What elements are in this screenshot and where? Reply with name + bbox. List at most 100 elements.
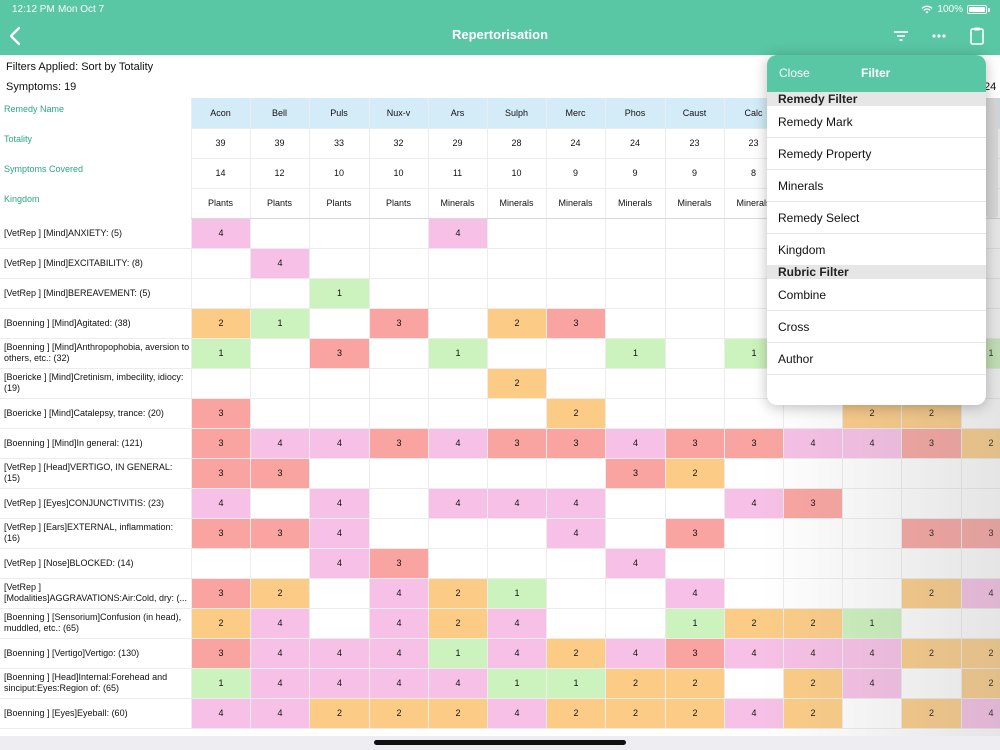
- score-cell[interactable]: 4: [310, 669, 369, 698]
- score-cell[interactable]: 1: [547, 669, 605, 698]
- score-cell[interactable]: 2: [488, 309, 546, 338]
- score-cell[interactable]: 4: [725, 489, 783, 518]
- score-cell[interactable]: 2: [962, 669, 1000, 698]
- score-cell[interactable]: 3: [784, 489, 842, 518]
- score-cell[interactable]: 1: [251, 309, 309, 338]
- score-cell[interactable]: 3: [488, 429, 546, 458]
- rubric-label[interactable]: [Boenning ] [Sensorium]Confusion (in hea…: [4, 608, 190, 638]
- score-cell[interactable]: 3: [192, 429, 250, 458]
- score-cell[interactable]: 3: [370, 309, 428, 338]
- score-cell[interactable]: 4: [251, 249, 309, 278]
- score-cell[interactable]: 1: [429, 639, 487, 668]
- score-cell[interactable]: 2: [310, 699, 369, 728]
- score-cell[interactable]: 1: [488, 579, 546, 608]
- score-cell[interactable]: 4: [251, 639, 309, 668]
- score-cell[interactable]: 4: [192, 699, 250, 728]
- filter-item[interactable]: Combine: [767, 279, 986, 311]
- score-cell[interactable]: 3: [547, 309, 605, 338]
- score-cell[interactable]: 1: [843, 609, 901, 638]
- rubric-label[interactable]: [Boenning ] [Head]Internal:Forehead and …: [4, 668, 190, 698]
- score-cell[interactable]: 3: [251, 519, 309, 548]
- score-cell[interactable]: 4: [606, 549, 665, 578]
- rubric-label[interactable]: [Boericke ] [Mind]Catalepsy, trance: (20…: [4, 398, 190, 428]
- score-cell[interactable]: 2: [547, 699, 605, 728]
- score-cell[interactable]: 4: [725, 699, 783, 728]
- rubric-label[interactable]: [Boenning ] [Eyes]Eyeball: (60): [4, 698, 190, 728]
- remedy-column-header[interactable]: Ars: [428, 98, 487, 128]
- score-cell[interactable]: 3: [192, 639, 250, 668]
- rubric-label[interactable]: [VetRep ] [Eyes]CONJUNCTIVITIS: (23): [4, 488, 190, 518]
- rubric-label[interactable]: [Boericke ] [Mind]Cretinism, imbecility,…: [4, 368, 190, 398]
- remedy-column-header[interactable]: Merc: [546, 98, 605, 128]
- score-cell[interactable]: 4: [251, 669, 309, 698]
- score-cell[interactable]: 4: [370, 639, 428, 668]
- score-cell[interactable]: 4: [962, 579, 1000, 608]
- score-cell[interactable]: 3: [310, 339, 369, 368]
- score-cell[interactable]: 4: [429, 219, 487, 248]
- score-cell[interactable]: 4: [192, 219, 250, 248]
- rubric-label[interactable]: [Boenning ] [Vertigo]Vertigo: (130): [4, 638, 190, 668]
- remedy-column-header[interactable]: Caust: [665, 98, 724, 128]
- score-cell[interactable]: 3: [902, 519, 961, 548]
- score-cell[interactable]: 4: [547, 519, 605, 548]
- score-cell[interactable]: 4: [488, 699, 546, 728]
- score-cell[interactable]: 3: [902, 429, 961, 458]
- filter-item[interactable]: Kingdom: [767, 234, 986, 266]
- filter-item[interactable]: Minerals: [767, 170, 986, 202]
- score-cell[interactable]: 2: [902, 579, 961, 608]
- rubric-label[interactable]: [VetRep ] [Modalities]AGGRAVATIONS:Air:C…: [4, 578, 190, 608]
- score-cell[interactable]: 4: [251, 429, 309, 458]
- filter-item[interactable]: Author: [767, 343, 986, 375]
- filter-item[interactable]: Cross: [767, 311, 986, 343]
- score-cell[interactable]: 4: [547, 489, 605, 518]
- score-cell[interactable]: 2: [606, 699, 665, 728]
- clipboard-icon[interactable]: [966, 26, 988, 46]
- score-cell[interactable]: 2: [666, 699, 724, 728]
- score-cell[interactable]: 1: [310, 279, 369, 308]
- score-cell[interactable]: 2: [192, 609, 250, 638]
- score-cell[interactable]: 4: [843, 669, 901, 698]
- score-cell[interactable]: 4: [725, 639, 783, 668]
- score-cell[interactable]: 4: [606, 429, 665, 458]
- score-cell[interactable]: 2: [488, 369, 546, 398]
- filter-item[interactable]: Remedy Mark: [767, 106, 986, 138]
- score-cell[interactable]: 2: [429, 609, 487, 638]
- score-cell[interactable]: 2: [370, 699, 428, 728]
- score-cell[interactable]: 4: [488, 609, 546, 638]
- rubric-label[interactable]: [Boenning ] [Mind]In general: (121): [4, 428, 190, 458]
- score-cell[interactable]: 2: [902, 639, 961, 668]
- score-cell[interactable]: 4: [488, 489, 546, 518]
- score-cell[interactable]: 4: [488, 639, 546, 668]
- filter-icon[interactable]: [890, 26, 912, 46]
- score-cell[interactable]: 3: [606, 459, 665, 488]
- score-cell[interactable]: 2: [547, 639, 605, 668]
- rubric-label[interactable]: [Boenning ] [Mind]Agitated: (38): [4, 308, 190, 338]
- score-cell[interactable]: 1: [606, 339, 665, 368]
- remedy-column-header[interactable]: Puls: [309, 98, 369, 128]
- score-cell[interactable]: 4: [843, 429, 901, 458]
- remedy-column-header[interactable]: Acon: [191, 98, 250, 128]
- score-cell[interactable]: 2: [606, 669, 665, 698]
- remedy-column-header[interactable]: Nux-v: [369, 98, 428, 128]
- score-cell[interactable]: 3: [962, 519, 1000, 548]
- rubric-label[interactable]: [Boenning ] [Mind]Anthropophobia, aversi…: [4, 338, 190, 368]
- score-cell[interactable]: 2: [666, 459, 724, 488]
- score-cell[interactable]: 4: [429, 489, 487, 518]
- score-cell[interactable]: 3: [192, 579, 250, 608]
- score-cell[interactable]: 3: [666, 429, 724, 458]
- filter-item[interactable]: Remedy Select: [767, 202, 986, 234]
- score-cell[interactable]: 4: [251, 609, 309, 638]
- rubric-label[interactable]: [VetRep ] [Mind]EXCITABILITY: (8): [4, 248, 190, 278]
- rubric-label[interactable]: [VetRep ] [Ears]EXTERNAL, inflammation: …: [4, 518, 190, 548]
- score-cell[interactable]: 3: [666, 519, 724, 548]
- score-cell[interactable]: 3: [547, 429, 605, 458]
- score-cell[interactable]: 2: [429, 699, 487, 728]
- score-cell[interactable]: 4: [370, 609, 428, 638]
- score-cell[interactable]: 2: [192, 309, 250, 338]
- score-cell[interactable]: 1: [192, 669, 250, 698]
- chevron-left-icon[interactable]: [6, 24, 26, 48]
- score-cell[interactable]: 4: [310, 519, 369, 548]
- score-cell[interactable]: 3: [251, 459, 309, 488]
- rubric-label[interactable]: [VetRep ] [Mind]ANXIETY: (5): [4, 218, 190, 248]
- score-cell[interactable]: 4: [784, 429, 842, 458]
